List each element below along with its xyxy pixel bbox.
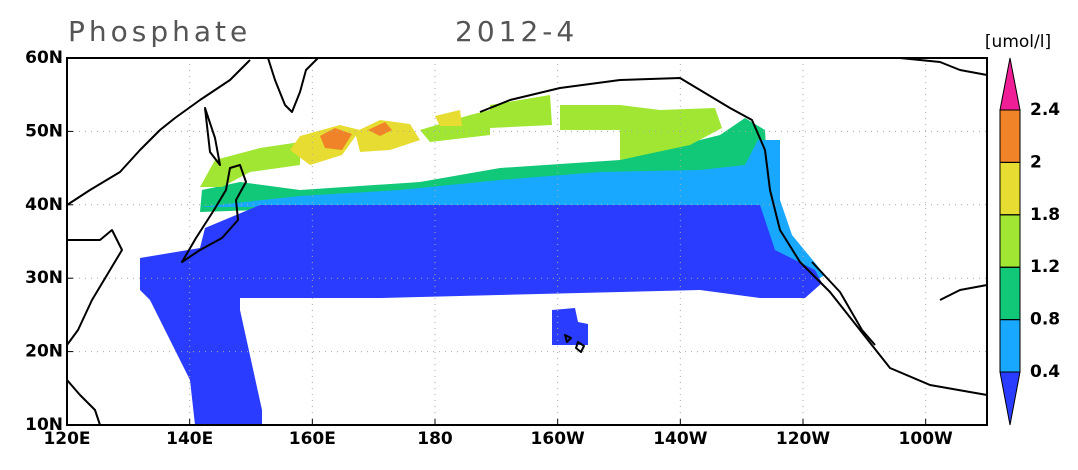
colorbar-box (999, 266, 1021, 321)
field-region (368, 122, 392, 136)
field-region (320, 128, 352, 150)
colorbar-box (999, 109, 1021, 163)
coastline (181, 164, 247, 263)
lat-tick-label: 20N (25, 342, 63, 362)
title: Phosphate (68, 15, 251, 48)
phosphate-field (140, 95, 825, 425)
lon-tick-label: 140E (166, 429, 213, 449)
lon-tick-label: 100W (899, 429, 953, 449)
field-region (140, 205, 822, 425)
colorbar: 0.4 0.8 1.2 1.8 2 2.4 (999, 57, 1060, 426)
coastline (66, 59, 251, 206)
lat-tick-label: 10N (25, 415, 63, 435)
coastline (66, 379, 101, 426)
field-region (490, 95, 552, 128)
lon-tick-label: 160W (531, 429, 585, 449)
colorbar-end (999, 57, 1021, 111)
lon-tick-label: 180 (417, 429, 453, 449)
colorbar-label: 1.2 (1030, 257, 1060, 277)
coastlines (66, 57, 988, 426)
coastline (939, 284, 988, 301)
field-region (560, 105, 722, 160)
colorbar-box (999, 319, 1021, 373)
colorbar-box (999, 161, 1021, 216)
colorbar-label: 1.8 (1030, 205, 1060, 225)
coastline (899, 57, 988, 76)
field-region (200, 140, 825, 285)
colorbar-label: 0.8 (1030, 310, 1060, 330)
map-frame (66, 57, 988, 426)
lat-tick-label: 60N (25, 48, 63, 68)
lat-tick-label: 50N (25, 121, 63, 141)
colorbar-label: 2.4 (1030, 100, 1060, 120)
lon-tick-label: 140W (653, 429, 707, 449)
date: 2012-4 (455, 15, 578, 48)
coastline (66, 229, 123, 346)
coastline (564, 334, 585, 353)
lat-tick-label: 40N (25, 195, 63, 215)
field-region (435, 110, 462, 126)
coastline (267, 57, 319, 113)
lon-tick-label: 120E (43, 429, 90, 449)
field-region (552, 308, 588, 345)
coastline (204, 107, 221, 166)
colorbar-box (999, 214, 1021, 268)
colorbar-end (999, 371, 1021, 426)
coastline (811, 261, 876, 346)
colorbar-label: 2 (1030, 152, 1042, 172)
lon-tick-label: 120W (776, 429, 830, 449)
field-region (200, 142, 300, 187)
lon-tick-label: 160E (289, 429, 336, 449)
coastline (479, 77, 988, 396)
field-region (355, 120, 420, 152)
units: [umol/l] (985, 32, 1051, 52)
lat-tick-label: 30N (25, 268, 63, 288)
colorbar-label: 0.4 (1030, 362, 1060, 382)
